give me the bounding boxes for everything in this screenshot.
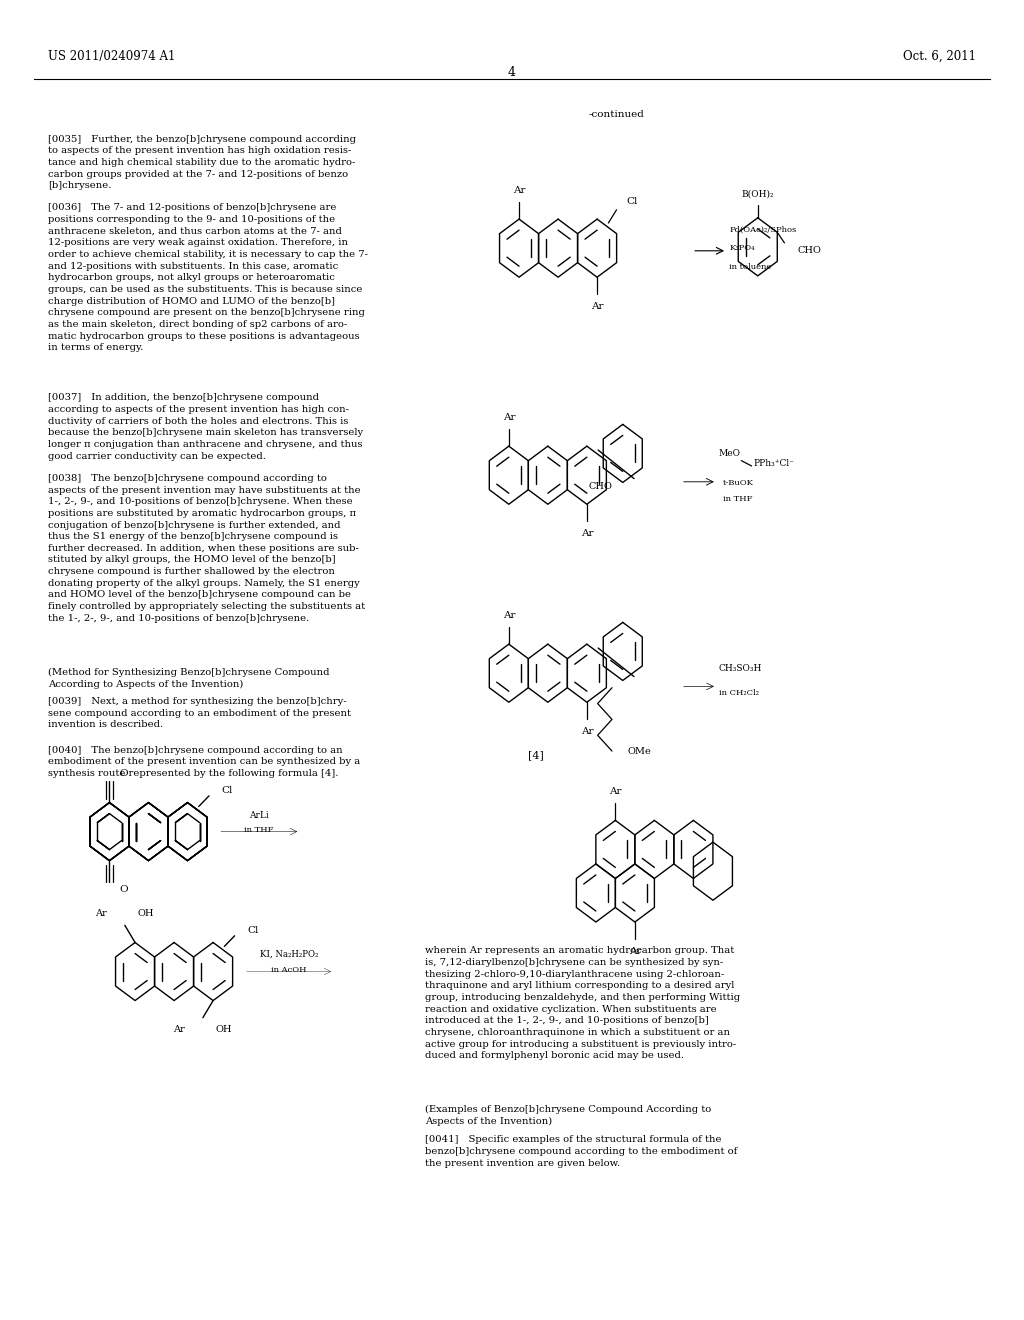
Text: Ar: Ar bbox=[513, 186, 525, 194]
Text: -continued: -continued bbox=[589, 110, 645, 119]
Text: [0041] Specific examples of the structural formula of the
benzo[b]chrysene compo: [0041] Specific examples of the structur… bbox=[425, 1135, 737, 1167]
Text: B(OH)₂: B(OH)₂ bbox=[741, 190, 774, 198]
Text: Ar: Ar bbox=[629, 946, 641, 956]
Text: in AcOH: in AcOH bbox=[271, 966, 306, 974]
Text: OH: OH bbox=[215, 1026, 231, 1034]
Text: ArLi: ArLi bbox=[249, 812, 269, 820]
Text: O: O bbox=[120, 886, 128, 894]
Text: [0035] Further, the benzo[b]chrysene compound according
to aspects of the presen: [0035] Further, the benzo[b]chrysene com… bbox=[48, 135, 356, 190]
Text: (Examples of Benzo[b]chrysene Compound According to
Aspects of the Invention): (Examples of Benzo[b]chrysene Compound A… bbox=[425, 1105, 712, 1126]
Text: [0038] The benzo[b]chrysene compound according to
aspects of the present inventi: [0038] The benzo[b]chrysene compound acc… bbox=[48, 474, 366, 623]
Text: in THF: in THF bbox=[723, 495, 753, 503]
Text: Cl: Cl bbox=[221, 787, 232, 795]
Text: Cl: Cl bbox=[627, 198, 638, 206]
Text: CHO: CHO bbox=[798, 247, 821, 255]
Text: O: O bbox=[120, 770, 128, 777]
Text: [4]: [4] bbox=[528, 750, 544, 760]
Text: Ar: Ar bbox=[591, 302, 603, 310]
Text: Ar: Ar bbox=[503, 413, 515, 421]
Text: Pd(OAc)₂/SPhos: Pd(OAc)₂/SPhos bbox=[729, 226, 797, 234]
Text: CH₃SO₃H: CH₃SO₃H bbox=[719, 664, 762, 673]
Text: Ar: Ar bbox=[609, 787, 622, 796]
Text: K₃PO₄: K₃PO₄ bbox=[729, 244, 755, 252]
Text: Ar: Ar bbox=[173, 1026, 184, 1034]
Text: [0039] Next, a method for synthesizing the benzo[b]chry-
sene compound according: [0039] Next, a method for synthesizing t… bbox=[48, 697, 351, 729]
Text: Ar: Ar bbox=[581, 529, 593, 537]
Text: CHO: CHO bbox=[589, 482, 612, 491]
Text: 4: 4 bbox=[508, 66, 516, 79]
Text: Cl: Cl bbox=[247, 927, 258, 935]
Text: Ar: Ar bbox=[581, 727, 593, 735]
Text: in toluene: in toluene bbox=[729, 263, 771, 271]
Text: Ar: Ar bbox=[503, 611, 515, 619]
Text: Oct. 6, 2011: Oct. 6, 2011 bbox=[903, 50, 976, 63]
Text: [0036] The 7- and 12-positions of benzo[b]chrysene are
positions corresponding t: [0036] The 7- and 12-positions of benzo[… bbox=[48, 203, 369, 352]
Text: KI, Na₂H₂PO₂: KI, Na₂H₂PO₂ bbox=[260, 950, 318, 958]
Text: Ar: Ar bbox=[94, 909, 106, 917]
Text: [0037] In addition, the benzo[b]chrysene compound
according to aspects of the pr: [0037] In addition, the benzo[b]chrysene… bbox=[48, 393, 364, 461]
Text: [0040] The benzo[b]chrysene compound according to an
embodiment of the present i: [0040] The benzo[b]chrysene compound acc… bbox=[48, 746, 360, 777]
Text: OMe: OMe bbox=[628, 747, 651, 755]
Text: US 2011/0240974 A1: US 2011/0240974 A1 bbox=[48, 50, 175, 63]
Text: OH: OH bbox=[137, 909, 154, 917]
Text: in CH₂Cl₂: in CH₂Cl₂ bbox=[719, 689, 759, 697]
Text: (Method for Synthesizing Benzo[b]chrysene Compound
According to Aspects of the I: (Method for Synthesizing Benzo[b]chrysen… bbox=[48, 668, 330, 689]
Text: MeO: MeO bbox=[719, 449, 740, 458]
Text: in THF: in THF bbox=[245, 826, 274, 834]
Text: PPh₃⁺Cl⁻: PPh₃⁺Cl⁻ bbox=[754, 459, 795, 467]
Text: t-BuOK: t-BuOK bbox=[723, 479, 754, 487]
Text: wherein Ar represents an aromatic hydrocarbon group. That
is, 7,12-diarylbenzo[b: wherein Ar represents an aromatic hydroc… bbox=[425, 946, 740, 1060]
